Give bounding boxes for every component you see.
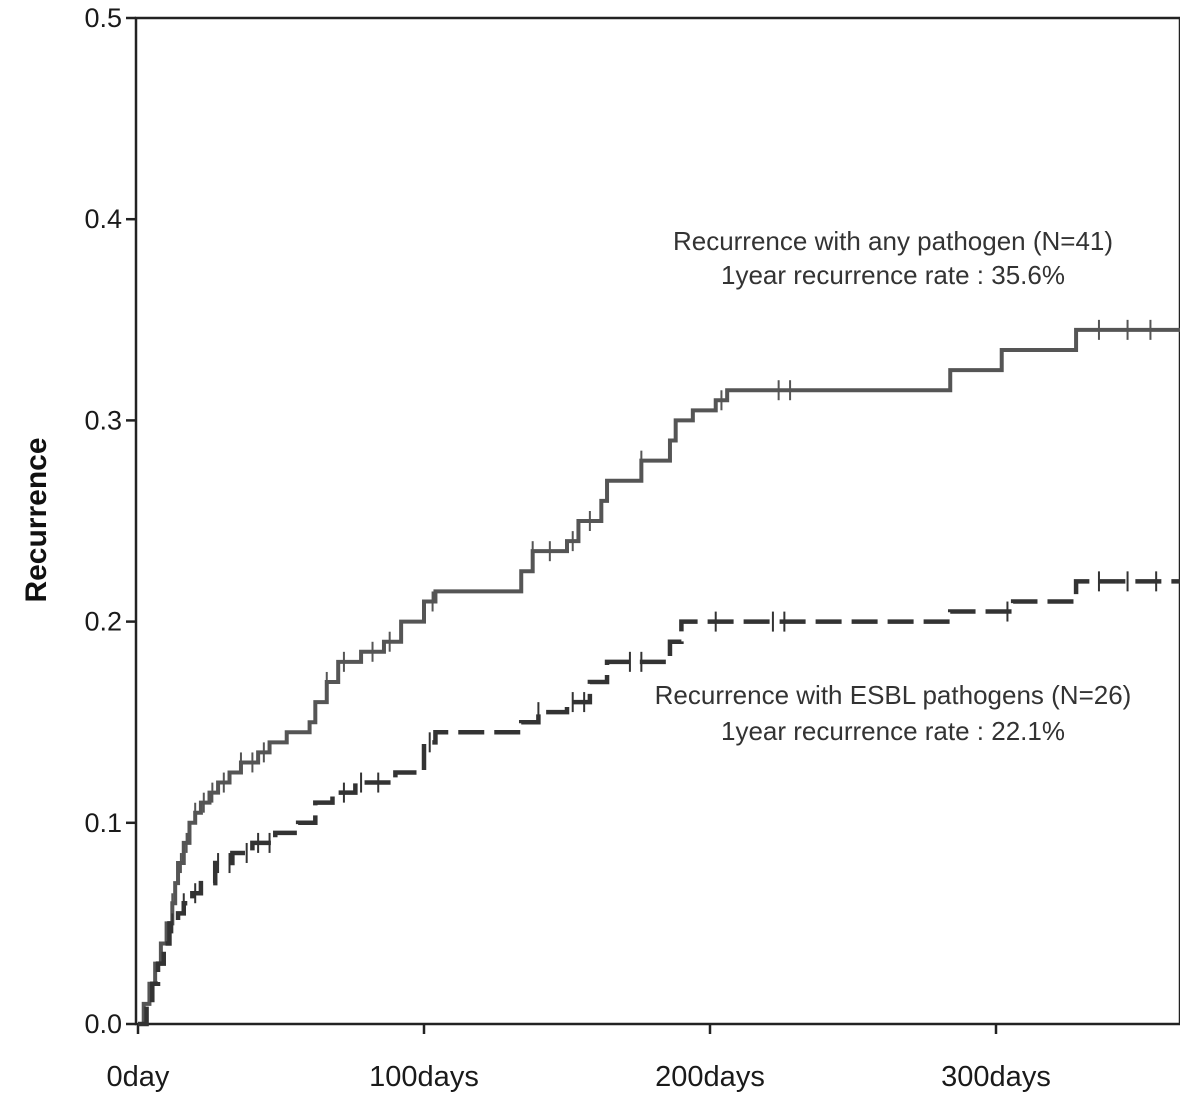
x-tick-label: 200days xyxy=(655,1061,765,1093)
annotation-esbl-line2: 1year recurrence rate : 22.1% xyxy=(721,716,1065,746)
x-tick-label: 300days xyxy=(941,1061,1051,1093)
series-esbl-line xyxy=(138,579,1180,1027)
x-axis: 0day 100days 200days 300days xyxy=(107,1024,1051,1093)
x-tick-label: 100days xyxy=(369,1061,479,1093)
y-tick-label: 0.2 xyxy=(84,607,122,637)
series-layer xyxy=(138,319,1180,1027)
y-tick-label: 0.4 xyxy=(84,204,122,234)
annotation-any-pathogen-line2: 1year recurrence rate : 35.6% xyxy=(721,260,1065,290)
y-axis: 0.0 0.1 0.2 0.3 0.4 0.5 xyxy=(84,3,136,1039)
y-tick-label: 0.5 xyxy=(84,3,122,33)
y-tick-label: 0.0 xyxy=(84,1009,122,1039)
series-any-pathogen-line xyxy=(138,327,1180,1026)
y-tick-label: 0.1 xyxy=(84,808,122,838)
x-tick-label: 0day xyxy=(107,1061,170,1093)
annotation-esbl-line1: Recurrence with ESBL pathogens (N=26) xyxy=(655,680,1132,710)
y-axis-title: Recurrence xyxy=(20,437,53,602)
plot-area xyxy=(134,16,1180,1026)
y-tick-label: 0.3 xyxy=(84,405,122,435)
annotation-any-pathogen-line1: Recurrence with any pathogen (N=41) xyxy=(673,226,1113,256)
